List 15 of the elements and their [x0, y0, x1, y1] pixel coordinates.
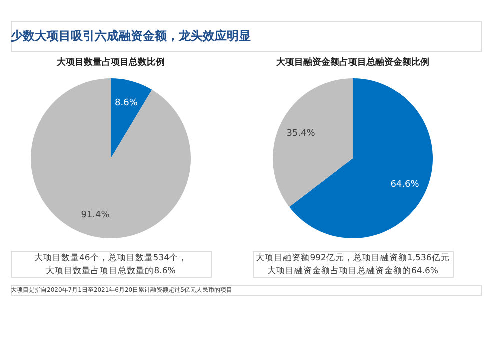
- pie-slice: [273, 78, 353, 208]
- data-label: 64.6%: [390, 180, 420, 190]
- pie-slice: [31, 78, 191, 238]
- data-label: 35.4%: [286, 128, 316, 139]
- text: 大项目数量46个，总项目数量534个，: [34, 252, 188, 264]
- text: 大项目数量占项目总数量的8.6%: [46, 266, 176, 276]
- text: 大项目融资额992亿元，总项目融资额1,536亿元: [256, 252, 450, 264]
- text: 少数大项目吸引六成融资金额，龙头效应明显: [10, 29, 251, 43]
- data-label: 8.6%: [115, 98, 138, 109]
- chart-title: 大项目数量占项目总数比例: [57, 57, 165, 68]
- pie-slice: [111, 78, 152, 158]
- chart-title: 大项目融资金额占项目总融资金额比例: [276, 57, 430, 68]
- text: 大项目融资金额占项目总融资金额的64.6%: [267, 266, 439, 276]
- data-label: 91.4%: [81, 210, 110, 220]
- pie-slice: [289, 78, 433, 238]
